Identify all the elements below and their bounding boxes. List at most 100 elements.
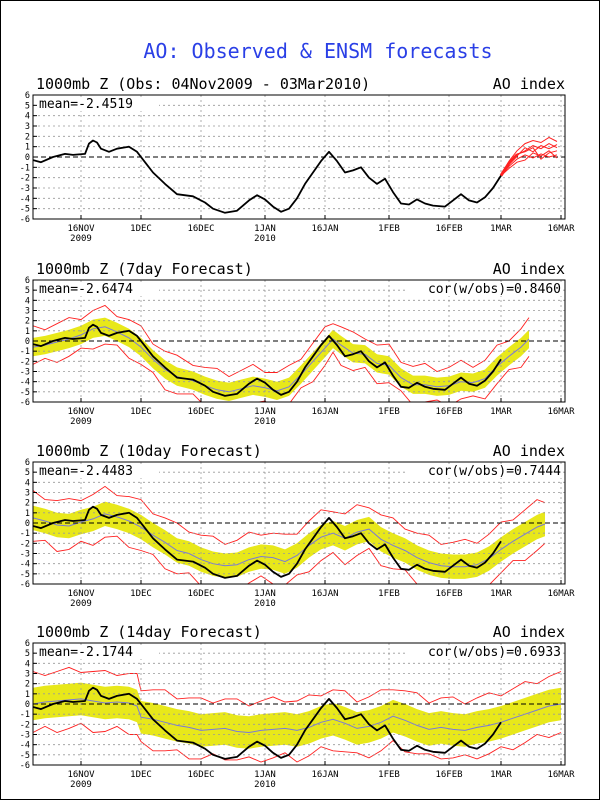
y-tick-label: 1 <box>25 690 30 700</box>
panel-4 <box>33 643 565 765</box>
x-tick-label: 1FEB <box>378 770 400 780</box>
y-tick-label: -5 <box>20 205 30 215</box>
x-tick-label: 16MAR <box>547 589 575 599</box>
y-tick-label: -3 <box>20 368 30 378</box>
y-tick-label: 0 <box>25 337 30 347</box>
panel-1 <box>33 95 565 219</box>
observed-ao-line <box>33 139 502 214</box>
y-tick-label: -2 <box>20 539 30 549</box>
y-tick-label: -1 <box>20 710 30 720</box>
x-tick-year-label: 2009 <box>70 234 92 244</box>
panel-mean-text: mean=-2.4483 <box>39 464 133 479</box>
x-tick-year-label: 2009 <box>70 599 92 609</box>
x-tick-label: 16NOV <box>67 224 95 234</box>
forecast-mean-line <box>33 698 562 734</box>
x-tick-year-label: 2010 <box>254 780 276 790</box>
x-tick-label: 1JAN <box>254 589 276 599</box>
forecast-mean-line <box>33 513 546 568</box>
panel-title: 1000mb Z (14day Forecast) <box>36 623 262 641</box>
figure-title: AO: Observed & ENSM forecasts <box>143 39 492 63</box>
x-tick-year-label: 2010 <box>254 599 276 609</box>
panel-mean-text: mean=-2.1744 <box>39 645 133 660</box>
y-tick-label: -4 <box>20 378 30 388</box>
y-tick-label: 1 <box>25 509 30 519</box>
y-tick-label: -2 <box>20 720 30 730</box>
ensemble-max-line <box>33 666 562 707</box>
y-tick-label: -3 <box>20 184 30 194</box>
panel-correlation-text: cor(w/obs)=0.7444 <box>428 464 561 479</box>
stat-background <box>408 464 563 478</box>
stat-background <box>37 464 159 478</box>
x-tick-label: 16DEC <box>187 589 214 599</box>
y-tick-label: 4 <box>25 296 30 306</box>
x-tick-label: 1MAR <box>490 589 512 599</box>
observed-ao-line <box>33 323 502 397</box>
panel-right-label: AO index <box>493 75 565 93</box>
x-tick-label: 16NOV <box>67 770 95 780</box>
observed-ao-line <box>33 505 502 579</box>
ensemble-min-line <box>33 722 562 763</box>
x-tick-label: 16FEB <box>435 770 462 780</box>
y-tick-label: -5 <box>20 388 30 398</box>
x-tick-label: 1DEC <box>130 589 152 599</box>
y-tick-label: 6 <box>25 639 30 649</box>
y-tick-label: 6 <box>25 91 30 101</box>
x-tick-label: 1DEC <box>130 770 152 780</box>
panel-right-label: AO index <box>493 260 565 278</box>
ensemble-min-line <box>33 343 530 402</box>
x-tick-label: 1FEB <box>378 407 400 417</box>
spread-band <box>33 317 529 401</box>
x-tick-year-label: 2010 <box>254 417 276 427</box>
y-tick-label: -6 <box>20 580 30 590</box>
y-tick-label: -4 <box>20 560 30 570</box>
observed-ao-line <box>33 686 502 760</box>
x-tick-label: 16DEC <box>187 407 214 417</box>
x-tick-label: 1JAN <box>254 407 276 417</box>
x-tick-label: 16JAN <box>311 224 338 234</box>
y-tick-label: 0 <box>25 519 30 529</box>
x-tick-label: 16DEC <box>187 224 214 234</box>
y-tick-label: 3 <box>25 122 30 132</box>
y-tick-label: 5 <box>25 468 30 478</box>
x-tick-label: 1MAR <box>490 770 512 780</box>
y-tick-label: 4 <box>25 478 30 488</box>
panel-mean-text: mean=-2.6474 <box>39 282 133 297</box>
stat-background <box>408 282 563 296</box>
panel-correlation-text: cor(w/obs)=0.6933 <box>428 645 561 660</box>
y-tick-label: -1 <box>20 529 30 539</box>
y-tick-label: 2 <box>25 132 30 142</box>
x-tick-label: 16JAN <box>311 407 338 417</box>
y-tick-label: 5 <box>25 101 30 111</box>
y-tick-label: -4 <box>20 194 30 204</box>
panel-right-label: AO index <box>493 623 565 641</box>
y-tick-label: 4 <box>25 659 30 669</box>
y-tick-label: 3 <box>25 670 30 680</box>
x-tick-label: 1FEB <box>378 589 400 599</box>
y-tick-label: 5 <box>25 649 30 659</box>
ensemble-member-line <box>500 150 558 176</box>
x-tick-label: 16FEB <box>435 407 462 417</box>
y-tick-label: -2 <box>20 174 30 184</box>
x-tick-label: 16MAR <box>547 224 575 234</box>
panel-title: 1000mb Z (7day Forecast) <box>36 260 253 278</box>
x-tick-year-label: 2009 <box>70 417 92 427</box>
panel-2 <box>33 280 565 402</box>
x-tick-year-label: 2009 <box>70 780 92 790</box>
stat-background <box>37 97 159 111</box>
y-tick-label: 3 <box>25 489 30 499</box>
y-tick-label: -1 <box>20 163 30 173</box>
y-tick-label: 6 <box>25 458 30 468</box>
x-tick-label: 16JAN <box>311 770 338 780</box>
y-tick-label: 2 <box>25 499 30 509</box>
y-tick-label: 1 <box>25 327 30 337</box>
ensemble-max-line <box>33 485 546 545</box>
x-tick-label: 1MAR <box>490 407 512 417</box>
y-tick-label: 4 <box>25 112 30 122</box>
x-tick-label: 1JAN <box>254 770 276 780</box>
x-tick-label: 1DEC <box>130 407 152 417</box>
x-tick-label: 16DEC <box>187 770 214 780</box>
y-tick-label: 3 <box>25 307 30 317</box>
y-tick-label: 0 <box>25 153 30 163</box>
x-tick-year-label: 2010 <box>254 234 276 244</box>
